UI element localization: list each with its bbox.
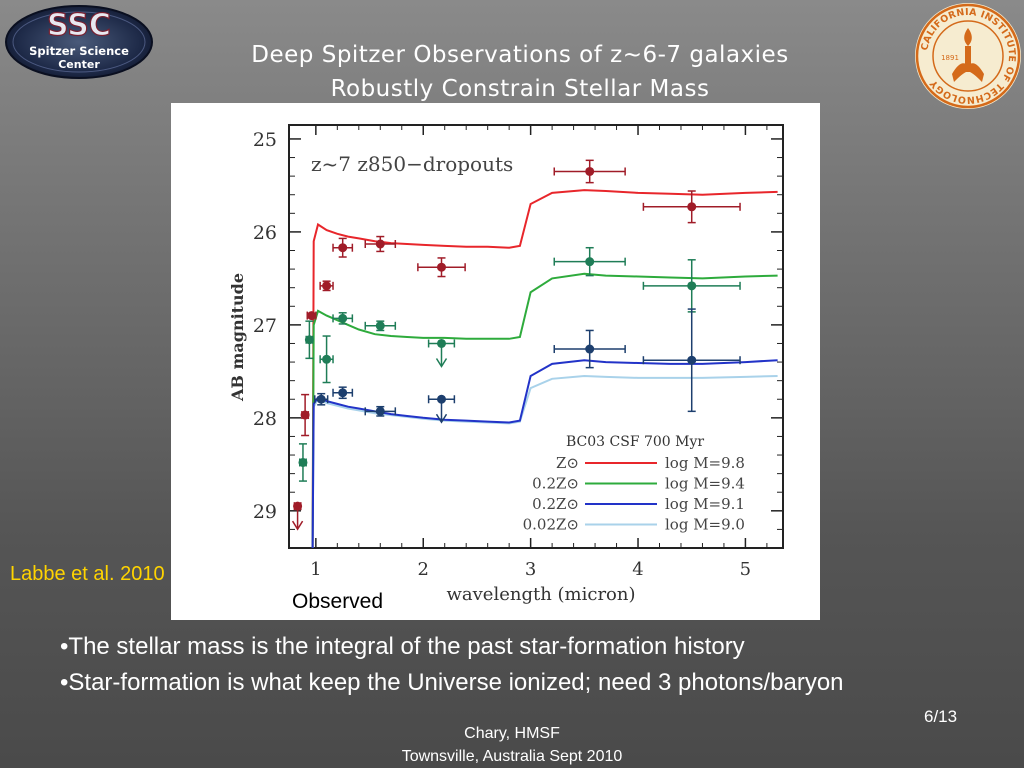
ssc-logo-text: SSC xyxy=(47,8,111,43)
data-point xyxy=(436,262,446,272)
data-point xyxy=(338,313,348,323)
data-point xyxy=(687,202,697,212)
footer-line2: Townsville, Australia Sept 2010 xyxy=(401,748,623,765)
slide-title: Deep Spitzer Observations of z~6-7 galax… xyxy=(160,38,880,106)
data-point xyxy=(375,406,385,416)
legend-label: log M=9.1 xyxy=(665,495,745,513)
slide-number: 6/13 xyxy=(924,707,958,726)
data-point xyxy=(687,355,697,365)
legend-metallicity: 0.2Z⊙ xyxy=(532,495,579,513)
data-point xyxy=(307,311,317,321)
data-point xyxy=(436,394,446,404)
data-point xyxy=(375,321,385,331)
data-point xyxy=(322,281,332,291)
upper-limit-arrowhead xyxy=(435,358,448,368)
data-point xyxy=(375,239,385,249)
y-tick-label: 27 xyxy=(253,315,277,337)
data-point xyxy=(322,354,332,364)
bullet-list: •The stellar mass is the integral of the… xyxy=(60,632,844,704)
data-point xyxy=(585,166,595,176)
y-axis-label: AB magnitude xyxy=(228,273,247,402)
slide-title-line2: Robustly Constrain Stellar Mass xyxy=(330,76,710,102)
data-point xyxy=(338,243,348,253)
legend-label: log M=9.8 xyxy=(665,454,745,472)
legend-metallicity: Z⊙ xyxy=(556,454,579,472)
y-tick-label: 28 xyxy=(253,408,277,430)
data-point xyxy=(585,257,595,267)
x-tick-label: 1 xyxy=(310,559,321,580)
ssc-logo-line1: Spitzer Science xyxy=(29,44,129,58)
sed-figure: 1 2 3 4 5 25 26 27 28 29 BC03 CSF 700 Myr Z⊙ log M=… xyxy=(171,103,820,620)
legend-label: log M=9.0 xyxy=(665,516,745,534)
x-tick-label: 4 xyxy=(632,559,643,580)
data-point xyxy=(338,388,348,398)
legend-title: BC03 CSF 700 Myr xyxy=(566,434,704,450)
model-curve-red xyxy=(311,189,778,548)
ssc-logo-line2: Center xyxy=(58,58,100,71)
data-point xyxy=(316,394,326,404)
legend-metallicity: 0.02Z⊙ xyxy=(523,516,579,534)
x-axis-label: wavelength (micron) xyxy=(446,584,635,605)
bullet-item: •The stellar mass is the integral of the… xyxy=(60,633,745,660)
observed-label: Observed xyxy=(292,590,384,613)
bullet-item: •Star-formation is what keep the Univers… xyxy=(60,669,844,696)
data-point xyxy=(298,457,308,467)
data-point xyxy=(436,338,446,348)
x-tick-label: 5 xyxy=(740,559,751,580)
data-point xyxy=(585,344,595,354)
data-point xyxy=(300,410,310,420)
data-point xyxy=(304,335,314,345)
slide-title-line1: Deep Spitzer Observations of z~6-7 galax… xyxy=(251,42,789,68)
footer-line1: Chary, HMSF xyxy=(464,725,560,742)
footer: Chary, HMSF Townsville, Australia Sept 2… xyxy=(312,722,712,768)
caltech-seal: CALIFORNIA INSTITUTE OF TECHNOLOGY 1891 xyxy=(914,2,1022,110)
citation: Labbe et al. 2010 xyxy=(10,563,165,585)
model-curve-green xyxy=(311,272,778,548)
legend-metallicity: 0.2Z⊙ xyxy=(532,475,579,493)
model-curve-blue xyxy=(311,359,778,548)
caltech-year: 1891 xyxy=(941,54,959,62)
sed-chart: 1 2 3 4 5 25 26 27 28 29 BC03 CSF 700 Myr Z⊙ log M=… xyxy=(228,124,784,605)
y-tick-label: 26 xyxy=(253,222,277,244)
upper-limit-arrowhead xyxy=(291,520,304,531)
data-point xyxy=(293,501,303,511)
data-point xyxy=(687,281,697,291)
x-tick-label: 2 xyxy=(418,559,429,580)
chart-annotation: z~7 z850−dropouts xyxy=(311,152,513,176)
y-tick-label: 25 xyxy=(253,129,277,151)
y-tick-label: 29 xyxy=(253,501,277,523)
ssc-logo: SSC Spitzer Science Center xyxy=(4,4,154,80)
plot-frame xyxy=(288,124,784,549)
legend-label: log M=9.4 xyxy=(665,475,745,493)
upper-limit-arrowhead xyxy=(435,413,448,424)
x-tick-label: 3 xyxy=(525,559,536,580)
